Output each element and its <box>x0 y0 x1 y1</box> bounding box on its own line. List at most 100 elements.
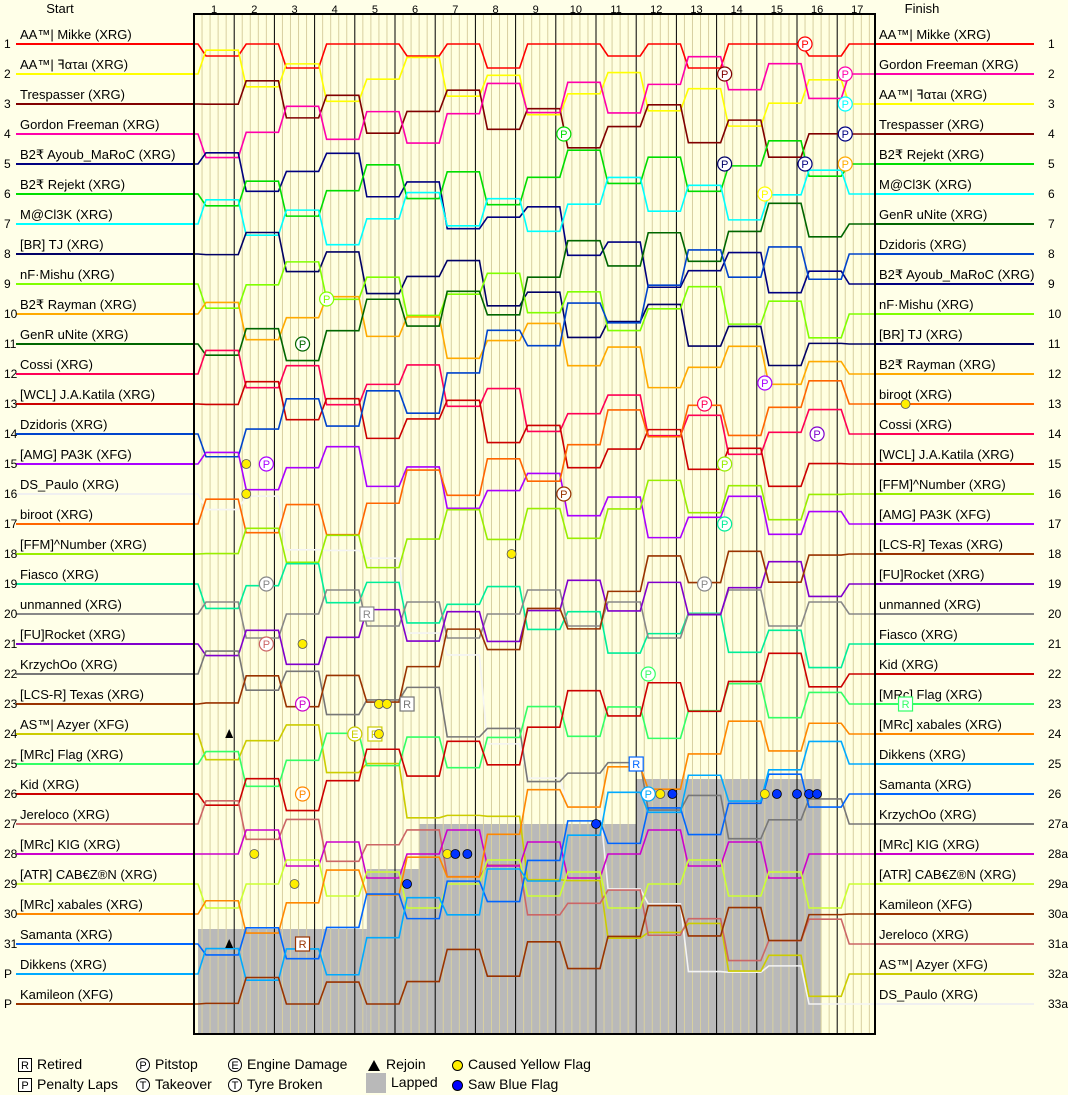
legend-label: Pitstop <box>155 1056 198 1072</box>
blue-flag-dot <box>792 789 802 799</box>
pitstop-marker: P <box>837 126 853 142</box>
start-driver-name: Dikkens (XRG) <box>20 957 107 972</box>
lap-label: 2 <box>251 4 257 16</box>
finish-driver-name: Fiasco (XRG) <box>879 627 958 642</box>
finish-driver-name: Dzidoris (XRG) <box>879 237 966 252</box>
start-position-label: 25 <box>4 757 18 771</box>
start-position-label: 3 <box>4 97 11 111</box>
pitstop-marker: P <box>809 426 825 442</box>
finish-driver-name: B2₹ Ayoub_MaRoC (XRG) <box>879 267 1034 282</box>
finish-driver-name: Kid (XRG) <box>879 657 938 672</box>
retired-marker: R <box>399 696 415 712</box>
retired-marker: R <box>628 756 644 772</box>
marker-letter: P <box>842 129 849 141</box>
finish-position-label: 24 <box>1048 727 1062 741</box>
marker-letter: P <box>721 159 728 171</box>
lap-label: 4 <box>332 4 338 16</box>
blue-flag-dot <box>450 849 461 859</box>
start-position-label: 18 <box>4 547 18 561</box>
driver-trace <box>194 479 878 569</box>
driver-trace <box>194 295 878 389</box>
finish-driver-name: [FU]Rocket (XRG) <box>879 567 984 582</box>
driver-trace <box>194 43 878 69</box>
pitstop-marker: P <box>837 156 853 172</box>
start-driver-name: Samanta (XRG) <box>20 927 112 942</box>
penalty-laps-icon: P <box>18 1078 32 1093</box>
lapped-region <box>419 824 637 1034</box>
blue-flag-dot <box>667 789 678 799</box>
legend-label: Retired <box>37 1056 83 1072</box>
start-position-label: 22 <box>4 667 18 681</box>
finish-driver-name: Gordon Freeman (XRG) <box>879 57 1018 72</box>
legend-label: Engine Damage <box>247 1056 348 1072</box>
start-position-label: 17 <box>4 517 18 531</box>
finish-driver-name: [WCL] J.A.Katila (XRG) <box>879 447 1014 462</box>
driver-trace <box>194 380 878 536</box>
driver-trace <box>194 169 878 246</box>
start-position-label: 5 <box>4 157 11 171</box>
legend-takeover: T Takeover <box>136 1074 212 1094</box>
start-position-label: 11 <box>4 337 17 351</box>
finish-driver-name: B2₹ Rayman (XRG) <box>879 357 996 372</box>
pitstop-marker: P <box>294 336 311 352</box>
lap-label: 7 <box>452 4 458 16</box>
marker-letter: P <box>842 159 849 171</box>
finish-driver-name: [MRc] Flag (XRG) <box>879 687 982 702</box>
blue-flag-dot <box>402 879 412 889</box>
lapped-region <box>366 869 420 1034</box>
marker-letter: P <box>721 459 728 471</box>
legend-label: Penalty Laps <box>37 1076 118 1092</box>
marker-letter: P <box>299 699 306 711</box>
marker-letter: P <box>323 294 330 306</box>
start-position-label: 1 <box>4 37 11 51</box>
finish-driver-name: Jereloco (XRG) <box>879 927 969 942</box>
chart-legend: R Retired P Penalty Laps P Pitstop T Takeove… <box>14 1052 774 1094</box>
finish-position-label: 30a <box>1048 907 1068 921</box>
rejoin-marker <box>225 939 234 948</box>
start-header: Start <box>46 1 74 16</box>
driver-trace <box>194 829 878 879</box>
finish-position-label: 12 <box>1048 367 1062 381</box>
pitstop-marker: P <box>837 96 853 112</box>
marker-letter: P <box>761 378 768 390</box>
driver-trace <box>194 682 878 788</box>
finish-driver-name: Dikkens (XRG) <box>879 747 966 762</box>
yellow-flag-dot <box>297 639 308 649</box>
finish-position-label: 29a <box>1048 877 1068 891</box>
marker-letter: P <box>801 39 808 51</box>
pitstop-marker: P <box>837 66 853 82</box>
marker-letter: P <box>721 69 728 81</box>
finish-position-label: 11 <box>1048 337 1061 351</box>
start-driver-name: [FU]Rocket (XRG) <box>20 627 125 642</box>
marker-letter: P <box>645 669 652 681</box>
pitstop-marker: P <box>717 456 733 472</box>
driver-trace <box>194 55 878 159</box>
retired-marker: R <box>359 606 375 622</box>
finish-position-label: 1 <box>1048 37 1055 51</box>
finish-position-label: 17 <box>1048 517 1062 531</box>
start-position-label: 26 <box>4 787 18 801</box>
yellow-flag-dot <box>374 729 384 739</box>
start-position-label: 12 <box>4 367 18 381</box>
start-position-label: 23 <box>4 697 18 711</box>
start-driver-name: [BR] TJ (XRG) <box>20 237 104 252</box>
finish-driver-name: unmanned (XRG) <box>879 597 981 612</box>
marker-letter: R <box>299 939 307 951</box>
start-driver-name: Kamileon (XFG) <box>20 987 113 1002</box>
start-position-label: 24 <box>4 727 18 741</box>
blue-flag-icon <box>452 1079 463 1091</box>
finish-position-label: 14 <box>1048 427 1062 441</box>
marker-letter: R <box>363 609 371 621</box>
finish-position-label: 5 <box>1048 157 1055 171</box>
start-position-label: 2 <box>4 67 11 81</box>
pitstop-marker: P <box>258 456 274 472</box>
marker-letter: P <box>299 789 306 801</box>
finish-driver-name: AS™| Azyer (XFG) <box>879 957 988 972</box>
legend-label: Takeover <box>155 1076 212 1092</box>
finish-position-label: 4 <box>1048 127 1055 141</box>
finish-position-label: 32a <box>1048 967 1068 981</box>
start-position-label: 27 <box>4 817 18 831</box>
start-driver-name: AA™| ꟻατaι (XRG) <box>20 57 128 72</box>
retired-marker: R <box>294 936 311 952</box>
start-position-label: 7 <box>4 217 11 231</box>
